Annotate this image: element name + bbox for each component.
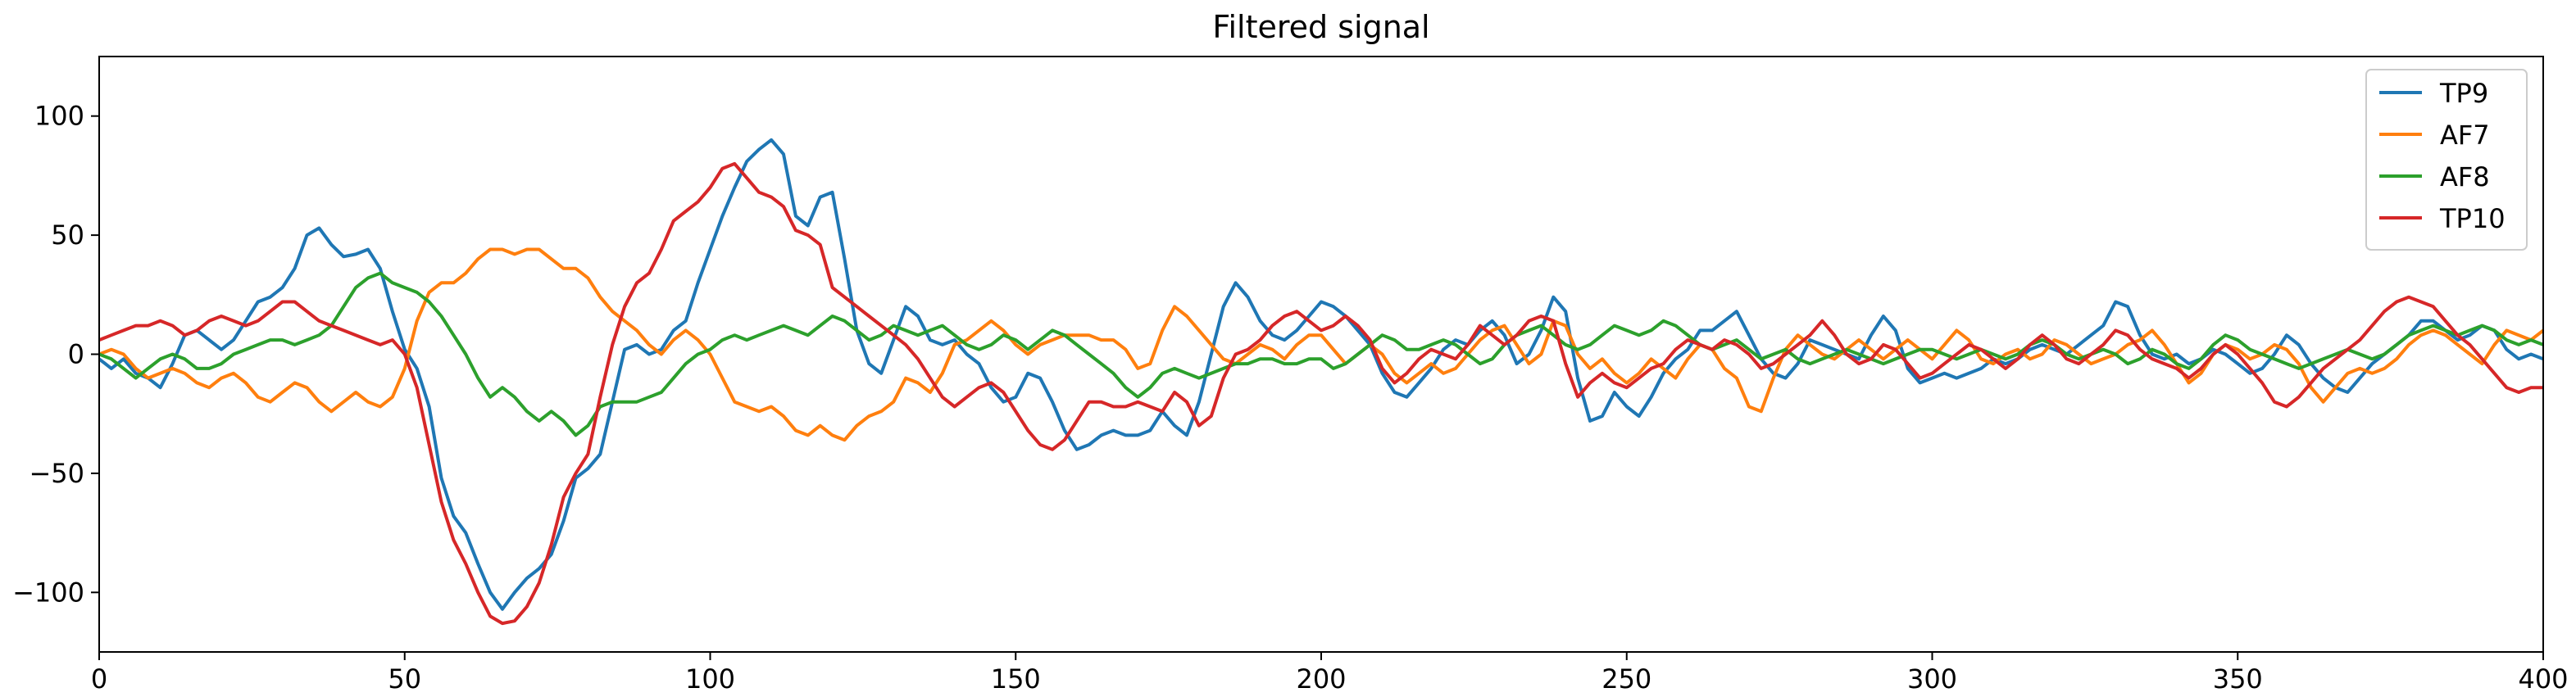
- y-tick-label: −100: [12, 577, 84, 608]
- y-tick-label: 100: [34, 101, 84, 132]
- x-tick-label: 150: [991, 663, 1041, 695]
- y-axis: −100 −50 0 50 100: [12, 101, 99, 608]
- series-line-af7: [99, 247, 2543, 442]
- y-tick-label: −50: [29, 458, 84, 489]
- legend-label-tp9: TP9: [2439, 78, 2488, 109]
- x-tick-label: 400: [2518, 663, 2568, 695]
- legend: TP9 AF7 AF8 TP10: [2365, 69, 2528, 251]
- legend-label-af8: AF8: [2440, 161, 2490, 192]
- y-tick-label: 0: [68, 339, 84, 370]
- legend-label-af7: AF7: [2440, 120, 2490, 151]
- x-tick-label: 300: [1907, 663, 1957, 695]
- y-tick-label: 50: [51, 220, 84, 251]
- legend-box: [2365, 69, 2528, 251]
- x-tick-label: 100: [685, 663, 735, 695]
- x-tick-label: 200: [1296, 663, 1346, 695]
- x-tick-label: 50: [388, 663, 421, 695]
- x-tick-label: 0: [91, 663, 107, 695]
- x-tick-label: 250: [1601, 663, 1651, 695]
- x-tick-label: 350: [2213, 663, 2263, 695]
- series-line-tp9: [99, 138, 2543, 611]
- chart-title: Filtered signal: [1212, 9, 1429, 45]
- x-axis: 0 50 100 150 200 250 300 350 400: [91, 652, 2569, 695]
- legend-label-tp10: TP10: [2439, 203, 2506, 234]
- series-layer: [99, 138, 2543, 626]
- series-line-af8: [99, 271, 2543, 437]
- series-line-tp10: [99, 161, 2543, 626]
